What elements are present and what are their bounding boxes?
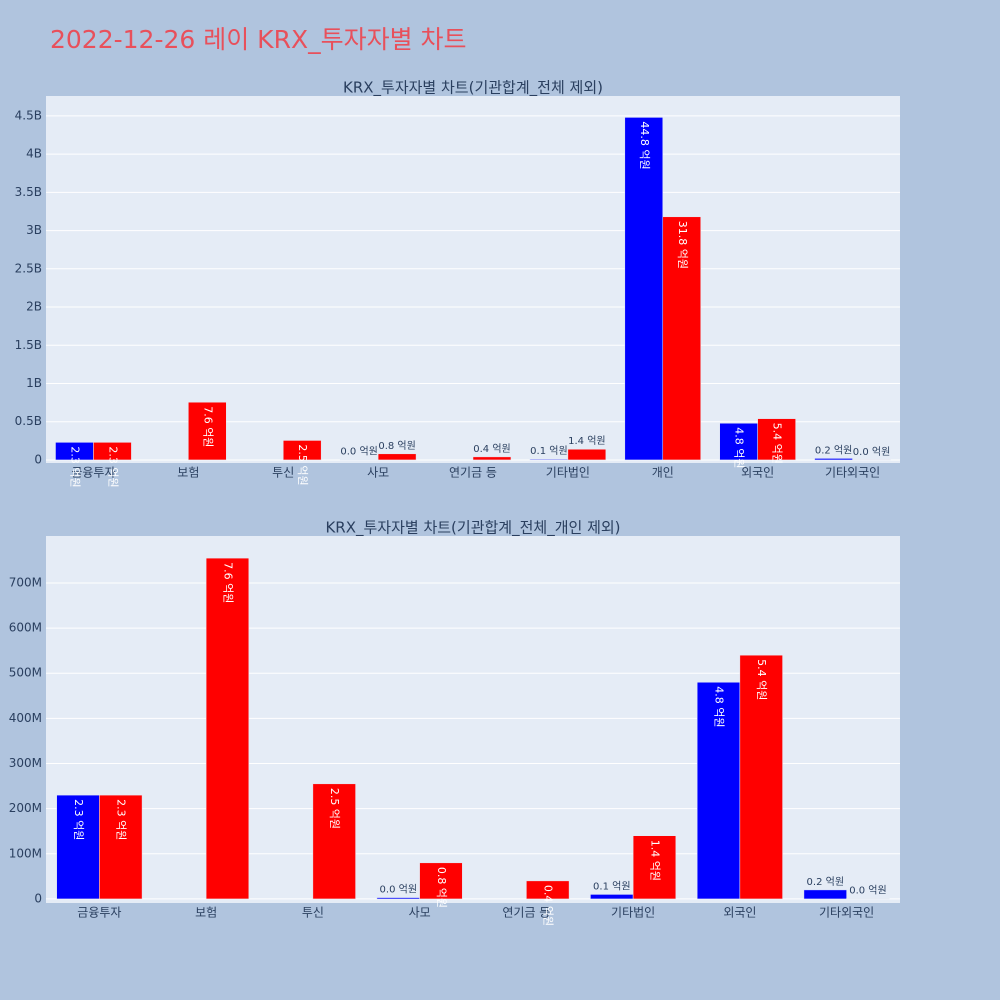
- value-label: 2.3 억원: [72, 799, 85, 840]
- bar: [472, 456, 512, 461]
- value-label: 0.0 억원: [380, 884, 417, 896]
- bar: [93, 442, 132, 461]
- x-tick-label: 연기금 등: [449, 466, 497, 480]
- value-label: 0.4 억원: [473, 443, 510, 455]
- bar: [624, 117, 664, 461]
- y-tick-label: 1.5B: [15, 338, 42, 352]
- value-label: 7.6 억원: [221, 562, 234, 603]
- y-tick-label: 400M: [9, 711, 42, 725]
- value-label: 2.3 억원: [68, 446, 81, 487]
- bar: [56, 794, 100, 900]
- value-label: 2.3 억원: [115, 799, 128, 840]
- x-tick-label: 개인: [652, 466, 674, 480]
- y-tick-label: 4B: [26, 147, 42, 161]
- chart-title: KRX_투자자별 차트(기관합계_전체_개인 제외): [325, 519, 620, 538]
- value-label: 0.0 억원: [853, 446, 890, 458]
- y-tick-label: 0: [34, 891, 42, 905]
- value-label: 7.6 억원: [201, 406, 214, 447]
- bar: [282, 440, 322, 461]
- value-label: 5.4 억원: [771, 423, 784, 464]
- value-label: 4.8 억원: [713, 686, 726, 727]
- x-tick-label: 사모: [409, 906, 431, 920]
- y-tick-label: 4.5B: [15, 108, 42, 122]
- bar: [719, 422, 758, 461]
- bar: [632, 835, 677, 900]
- x-tick-label: 기타법인: [611, 906, 655, 920]
- bar: [757, 418, 796, 461]
- value-label: 0.1 억원: [530, 445, 567, 457]
- bar: [739, 654, 783, 900]
- page-title: 2022-12-26 레이 KRX_투자자별 차트: [50, 25, 467, 54]
- value-label: 1.4 억원: [648, 840, 661, 881]
- chart-title: KRX_투자자별 차트(기관합계_전체 제외): [343, 79, 603, 98]
- value-label: 5.4 억원: [755, 659, 768, 700]
- value-label: 0.2 억원: [815, 444, 852, 456]
- x-tick-label: 금융투자: [77, 906, 121, 920]
- plot-area: [46, 96, 900, 463]
- bar: [419, 862, 463, 900]
- value-label: 4.8 억원: [733, 427, 746, 468]
- y-tick-label: 200M: [9, 801, 42, 815]
- bar: [377, 453, 417, 461]
- y-tick-label: 3.5B: [15, 185, 42, 199]
- bar: [567, 448, 607, 461]
- bar: [312, 783, 356, 900]
- bar: [99, 794, 143, 900]
- y-tick-label: 300M: [9, 756, 42, 770]
- y-tick-label: 3B: [26, 223, 42, 237]
- value-label: 0.8 억원: [435, 867, 448, 908]
- value-label: 31.8 억원: [676, 221, 689, 269]
- bar: [205, 557, 250, 900]
- value-label: 1.4 억원: [568, 435, 605, 447]
- x-tick-label: 투신: [272, 466, 294, 480]
- bar: [529, 458, 569, 461]
- y-tick-label: 100M: [9, 846, 42, 860]
- y-tick-label: 700M: [9, 575, 42, 589]
- y-tick-label: 1B: [26, 376, 42, 390]
- bar: [814, 458, 853, 461]
- value-label: 0.0 억원: [849, 884, 886, 896]
- value-label: 0.2 억원: [807, 876, 844, 888]
- value-label: 0.0 억원: [340, 446, 377, 458]
- x-tick-label: 기타외국인: [819, 906, 874, 920]
- x-tick-label: 사모: [367, 466, 389, 480]
- value-label: 2.5 억원: [328, 788, 341, 829]
- y-tick-label: 0.5B: [15, 414, 42, 428]
- bar: [696, 682, 741, 900]
- x-tick-label: 외국인: [741, 466, 774, 480]
- y-tick-label: 500M: [9, 666, 42, 680]
- x-tick-label: 보험: [177, 466, 199, 480]
- x-tick-label: 기타외국인: [825, 466, 880, 480]
- bar: [662, 216, 701, 461]
- y-tick-label: 2B: [26, 300, 42, 314]
- value-label: 2.3 억원: [106, 446, 119, 487]
- x-tick-label: 보험: [195, 906, 217, 920]
- y-tick-label: 0: [34, 452, 42, 466]
- bar: [188, 401, 227, 461]
- y-tick-label: 600M: [9, 621, 42, 635]
- bar: [590, 894, 634, 900]
- bar: [803, 889, 847, 900]
- x-tick-label: 외국인: [723, 906, 756, 920]
- bar: [376, 897, 420, 900]
- bar: [526, 880, 570, 900]
- value-label: 0.8 억원: [378, 440, 415, 452]
- x-tick-label: 투신: [302, 906, 324, 920]
- y-tick-label: 2.5B: [15, 261, 42, 275]
- value-label: 44.8 억원: [638, 121, 651, 169]
- value-label: 0.4 억원: [542, 885, 555, 926]
- value-label: 2.5 억원: [296, 444, 309, 485]
- x-tick-label: 연기금 등: [502, 906, 550, 920]
- x-tick-label: 기타법인: [546, 466, 590, 480]
- value-label: 0.1 억원: [593, 880, 630, 892]
- x-tick-label: 금융투자: [71, 466, 115, 480]
